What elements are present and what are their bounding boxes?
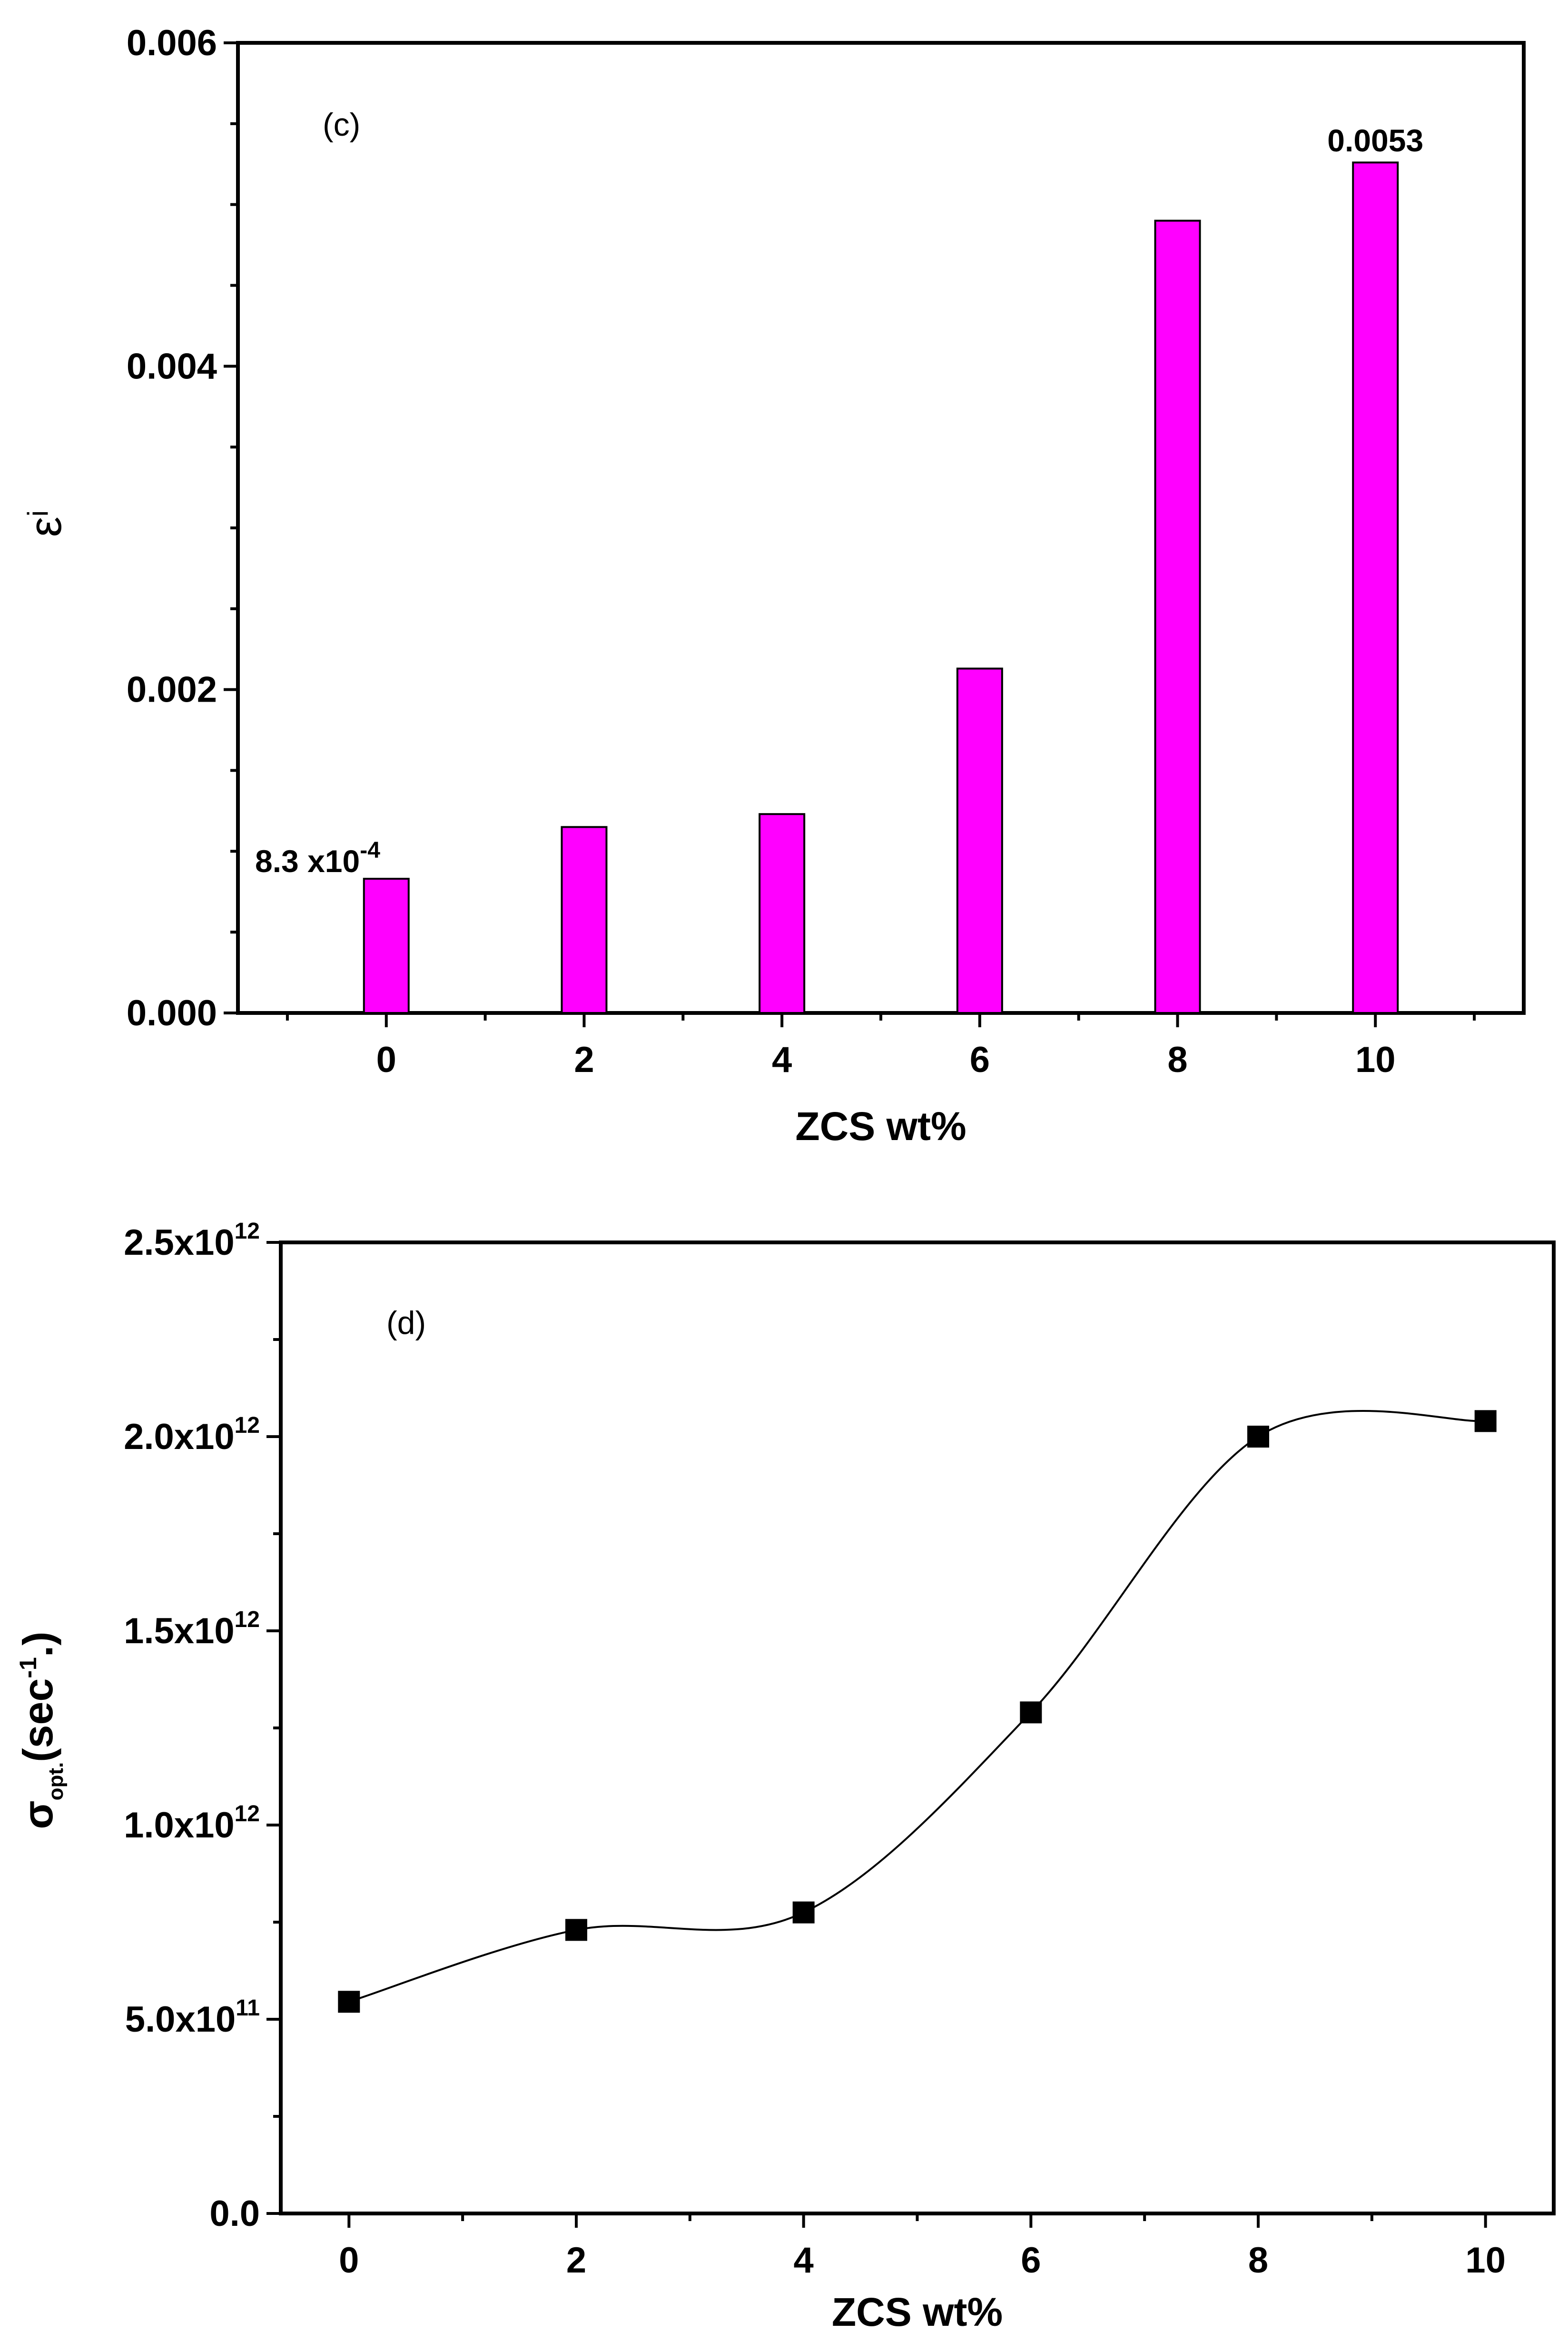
x-tick-label: 0: [376, 1040, 396, 1080]
y-tick-mantissa: 1.5x10: [124, 1611, 234, 1651]
y-tick-mantissa: 2.0x10: [124, 1417, 234, 1457]
data-label-bar-10: 0.0053: [1327, 123, 1423, 158]
y-tick-mantissa: 0.0: [209, 2193, 260, 2234]
y-tick-label: 0.000: [127, 993, 217, 1033]
y-tick-label: 0.004: [127, 346, 217, 387]
x-tick-label: 10: [1465, 2240, 1506, 2281]
bar-10: [1352, 161, 1399, 1014]
bar-6: [956, 667, 1003, 1014]
y-tick-mantissa: 2.5x10: [124, 1222, 234, 1263]
y-tick-exponent: 11: [236, 1995, 260, 2021]
y-axis-title-subscript: i: [22, 510, 54, 516]
x-tick-label: 2: [574, 1040, 594, 1080]
x-axis-title: ZCS wt%: [832, 2290, 1003, 2332]
series-line: [348, 1410, 1486, 2003]
bar-0: [363, 878, 410, 1014]
y-tick-mantissa: 5.0x10: [125, 1999, 236, 2040]
y-tick-label: 2.0x1012: [124, 1413, 260, 1457]
plot-frame: [236, 41, 1526, 1015]
panel-label-c: (c): [323, 107, 360, 143]
x-tick-label: 4: [772, 1040, 792, 1080]
chart-panel-d: 0 2 4 6 8 100.05.0x10111.0x10121.5x10122.0x10…: [14, 1219, 1556, 2332]
data-point-8: [1247, 1426, 1270, 1448]
y-axis-title: σopt.(sec-1.): [14, 1631, 68, 1829]
x-tick-label: 10: [1355, 1040, 1396, 1080]
y-axis-title-unit: (sec: [14, 1678, 61, 1762]
y-tick-exponent: 12: [235, 1607, 260, 1632]
y-axis-title-symbol: σ: [14, 1800, 61, 1829]
data-point-0: [338, 1991, 360, 2013]
y-tick-label: 1.5x1012: [124, 1607, 260, 1651]
data-label-bar-0: 8.3 x10-4: [255, 838, 380, 879]
y-tick-label: 0.006: [127, 23, 217, 63]
x-tick-label: 4: [794, 2240, 814, 2281]
bar-4: [759, 813, 806, 1014]
bar-2: [561, 826, 608, 1014]
y-axis-title-unit-close: .): [14, 1631, 61, 1657]
x-tick-label: 8: [1167, 1040, 1187, 1080]
y-tick-exponent: 12: [235, 1801, 260, 1826]
x-axis-title: ZCS wt%: [795, 1104, 966, 1149]
x-tick-label: 0: [339, 2240, 359, 2281]
y-axis-title-subscript: opt.: [44, 1762, 68, 1801]
data-point-6: [1020, 1701, 1042, 1724]
y-axis-title-symbol: ε: [20, 516, 71, 537]
chart-panel-c: 0 2 4 6 8 10 0.000 0.002 0.004 0.006 ZCS wt% εi (c) 8…: [20, 23, 1526, 1149]
y-tick-label: 5.0x1011: [125, 1995, 260, 2040]
x-tick-label: 2: [566, 2240, 586, 2281]
y-tick-mantissa: 1.0x10: [124, 1805, 234, 1846]
x-tick-label: 6: [1021, 2240, 1041, 2281]
y-tick-label: 1.0x1012: [124, 1801, 260, 1846]
data-point-10: [1474, 1410, 1497, 1432]
panel-label-d: (d): [386, 1305, 426, 1341]
data-label-exponent: -4: [360, 838, 380, 863]
x-tick-label: 8: [1248, 2240, 1268, 2281]
data-point-4: [792, 1901, 815, 1924]
y-axis-title: εi: [20, 510, 71, 537]
x-tick-label: 6: [970, 1040, 990, 1080]
y-tick-label: 2.5x1012: [124, 1219, 260, 1263]
y-tick-label: 0.0: [209, 2193, 260, 2234]
y-tick-exponent: 12: [235, 1413, 260, 1438]
y-tick-label: 0.002: [127, 670, 217, 710]
y-tick-exponent: 12: [235, 1219, 260, 1244]
y-axis-title-superscript: -1: [15, 1657, 41, 1678]
plot-frame: [279, 1240, 1556, 2215]
data-point-2: [565, 1919, 587, 1941]
bar-8: [1154, 219, 1201, 1014]
data-label-mantissa: 8.3 x10: [255, 843, 360, 879]
